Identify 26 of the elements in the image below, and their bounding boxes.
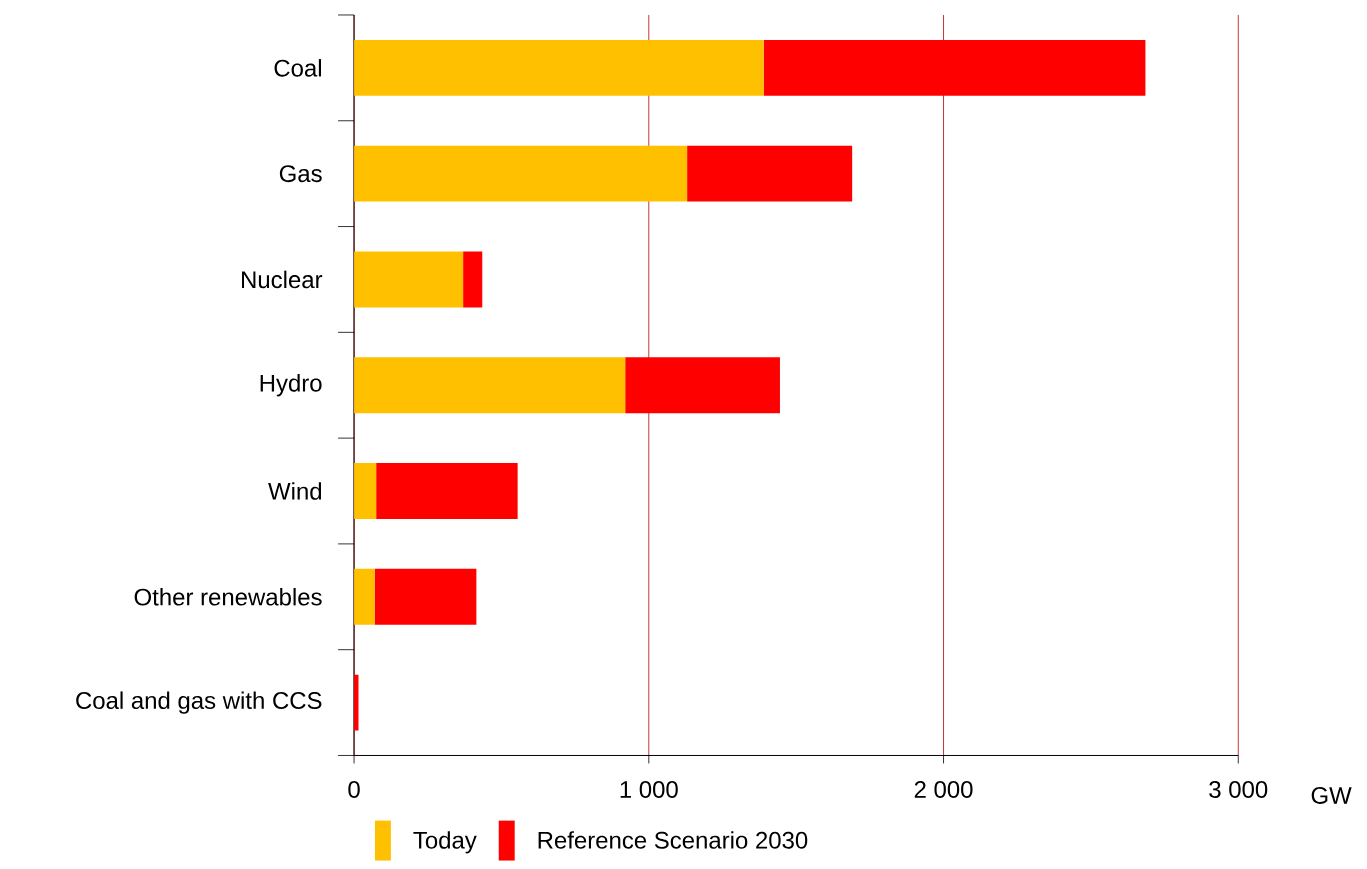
bar <box>763 39 1146 96</box>
bar <box>374 568 477 625</box>
y-tick-label: Coal and gas with CCS <box>76 691 322 714</box>
x-tick-label: 1 000 <box>620 780 678 798</box>
y-tick-label: Other renewables <box>134 587 322 606</box>
y-tick-label: Hydro <box>260 373 322 397</box>
x-axis-title: GW <box>1311 786 1352 804</box>
y-tick-label: Nuclear <box>242 270 323 289</box>
legend-label: Today <box>413 831 477 854</box>
bar <box>687 145 853 202</box>
legend-label: Reference Scenario 2030 <box>538 831 808 849</box>
x-tick-label: 0 <box>348 780 360 798</box>
bar <box>354 462 377 519</box>
bar <box>463 251 483 308</box>
x-tick-label: 2 000 <box>914 780 973 798</box>
bar <box>376 462 518 519</box>
bar <box>354 251 464 308</box>
x-tick-label: 3 000 <box>1209 780 1268 798</box>
bar <box>354 568 375 625</box>
y-tick-label: Gas <box>279 165 322 183</box>
bar <box>354 39 764 96</box>
bar <box>354 357 626 414</box>
y-tick-label: Coal <box>274 58 321 77</box>
y-tick-label: Wind <box>268 482 322 500</box>
bar <box>354 145 688 202</box>
bar <box>625 357 780 414</box>
